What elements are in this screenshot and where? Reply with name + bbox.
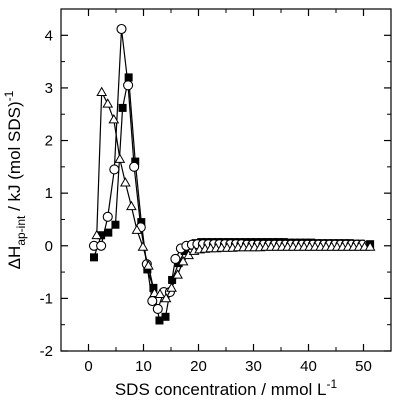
data-point-triangle	[102, 98, 114, 108]
y-tick-label: 3	[45, 80, 53, 97]
y-axis-title-pre: ΔH	[5, 246, 24, 270]
data-point-square	[90, 253, 98, 262]
data-point-triangle	[91, 229, 103, 240]
plot-frame	[60, 8, 392, 352]
data-point-square	[137, 218, 146, 227]
data-point-circle	[109, 164, 120, 175]
x-tick-label: 30	[245, 358, 262, 375]
series-circle-open	[88, 23, 368, 314]
ticks-layer: 0 10 20 30 40 50 -2 -1 0 1 2 3 4	[40, 8, 392, 375]
data-point-circle	[102, 211, 113, 222]
data-point-triangle	[154, 288, 166, 299]
data-point-square	[104, 228, 113, 237]
data-point-triangle	[160, 292, 172, 303]
y-tick-label: 4	[45, 27, 53, 44]
x-axis-title: SDS concentration / mmol L-1	[115, 377, 338, 399]
data-point-triangle	[131, 224, 143, 234]
y-axis-title-sub: ap-int	[14, 215, 28, 246]
data-point-triangle	[126, 200, 137, 211]
data-point-square	[131, 157, 140, 166]
x-tick-label: 10	[135, 358, 152, 375]
x-axis-title-main: SDS concentration / mmol L	[115, 380, 327, 399]
data-point-circle	[129, 161, 140, 172]
data-point-triangle	[137, 241, 149, 251]
data-point-triangle	[108, 113, 120, 124]
y-tick-label: -2	[40, 343, 53, 360]
data-point-triangle	[172, 269, 183, 279]
data-point-triangle	[364, 241, 376, 251]
data-point-square	[97, 231, 106, 240]
x-tick-label: 50	[355, 358, 372, 375]
data-point-circle	[96, 240, 107, 251]
data-point-circle	[152, 303, 163, 314]
data-point-triangle	[114, 153, 126, 163]
data-point-circle	[123, 80, 134, 91]
series-square-filled	[90, 73, 375, 325]
series-triangle-open	[91, 86, 376, 303]
y-axis-title-sup: -1	[2, 90, 16, 101]
y-tick-label: 1	[45, 185, 53, 202]
data-point-triangle	[177, 256, 189, 266]
data-point-square	[118, 103, 127, 112]
data-point-triangle	[166, 282, 177, 292]
y-axis-title: ΔHap-int / kJ (mol SDS)-1	[2, 90, 28, 269]
data-point-circle	[116, 23, 127, 35]
data-point-square	[111, 220, 120, 229]
data-point-square	[124, 73, 133, 82]
x-tick-label: 0	[84, 358, 92, 375]
y-tick-label: -1	[40, 290, 53, 307]
series-line	[93, 77, 371, 322]
y-axis-title-mid: / kJ (mol SDS)	[5, 101, 24, 215]
data-point-triangle	[119, 177, 131, 187]
data-point-square	[155, 316, 164, 325]
data-point-square	[174, 259, 183, 268]
series-layer	[88, 23, 376, 325]
data-point-square	[161, 312, 170, 321]
x-tick-label: 40	[300, 358, 317, 375]
y-tick-label: 0	[45, 238, 53, 255]
y-tick-label: 2	[45, 133, 53, 150]
x-axis-title-sup: -1	[326, 377, 337, 391]
data-point-triangle	[96, 86, 108, 97]
data-point-triangle	[143, 260, 154, 270]
x-tick-label: 20	[190, 358, 207, 375]
data-point-circle	[170, 253, 181, 264]
